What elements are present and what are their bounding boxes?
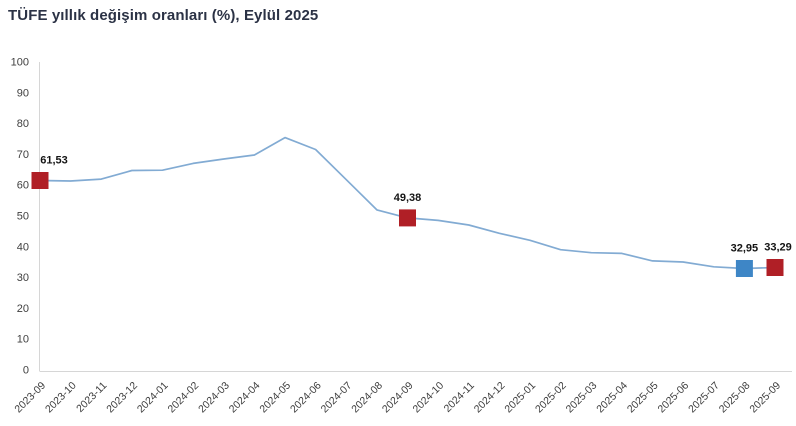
x-tick-label: 2023-11 (74, 380, 109, 415)
x-tick-label: 2025-03 (564, 380, 600, 416)
y-tick-label: 70 (17, 149, 29, 161)
x-tick-label: 2025-02 (533, 380, 569, 416)
x-tick-label: 2024-10 (411, 380, 447, 416)
x-tick-label: 2024-04 (227, 380, 263, 416)
x-tick-label: 2024-12 (472, 380, 508, 416)
x-tick-label: 2024-09 (380, 380, 416, 416)
x-tick-label: 2025-05 (625, 380, 661, 416)
x-tick-label: 2024-05 (257, 380, 293, 416)
y-tick-label: 10 (17, 334, 29, 346)
x-tick-label: 2024-07 (319, 380, 355, 416)
y-tick-label: 100 (11, 57, 29, 69)
highlight-markers: 61,53 49,38 32,95 33,29 (31, 155, 792, 277)
x-tick-label: 2024-11 (442, 380, 477, 415)
x-tick-label: 2023-09 (12, 380, 48, 416)
y-tick-label: 60 (17, 180, 29, 192)
data-label-2023-09: 61,53 (40, 155, 68, 167)
axes (39, 62, 792, 372)
data-label-2024-09: 49,38 (394, 192, 422, 204)
x-tick-label: 2024-03 (196, 380, 232, 416)
y-tick-label: 20 (17, 303, 29, 315)
x-tick-label: 2024-08 (349, 380, 385, 416)
x-tick-label: 2025-01 (502, 380, 538, 416)
x-tick-label: 2023-12 (104, 380, 140, 416)
x-tick-label: 2024-01 (135, 380, 171, 416)
x-tick-label: 2025-06 (656, 380, 692, 416)
highlight-marker-2025-09 (766, 259, 784, 276)
x-tick-label: 2024-06 (288, 380, 324, 416)
x-axis-tick-labels: 2023-092023-102023-112023-122024-012024-… (12, 380, 783, 416)
y-tick-label: 80 (17, 118, 29, 130)
chart-title: TÜFE yıllık değişim oranları (%), Eylül … (8, 7, 319, 24)
x-tick-label: 2025-04 (594, 380, 630, 416)
x-tick-label: 2024-02 (166, 380, 202, 416)
data-label-2025-08: 32,95 (731, 243, 759, 255)
x-tick-label: 2025-07 (686, 380, 722, 416)
y-axis-tick-labels: 0 10 20 30 40 50 60 70 80 90 100 (11, 57, 29, 377)
y-tick-label: 0 (23, 365, 29, 377)
x-tick-label: 2023-10 (43, 380, 79, 416)
data-label-2025-09: 33,29 (764, 242, 792, 254)
y-tick-label: 90 (17, 87, 29, 99)
x-tick-label: 2025-08 (717, 380, 753, 416)
y-tick-label: 50 (17, 211, 29, 223)
highlight-marker-2024-09 (399, 209, 416, 227)
y-tick-label: 40 (17, 241, 29, 253)
x-tick-label: 2025-09 (747, 380, 783, 416)
highlight-marker-2023-09 (31, 172, 49, 189)
y-tick-label: 30 (17, 272, 29, 284)
highlight-marker-2025-08 (735, 260, 753, 277)
